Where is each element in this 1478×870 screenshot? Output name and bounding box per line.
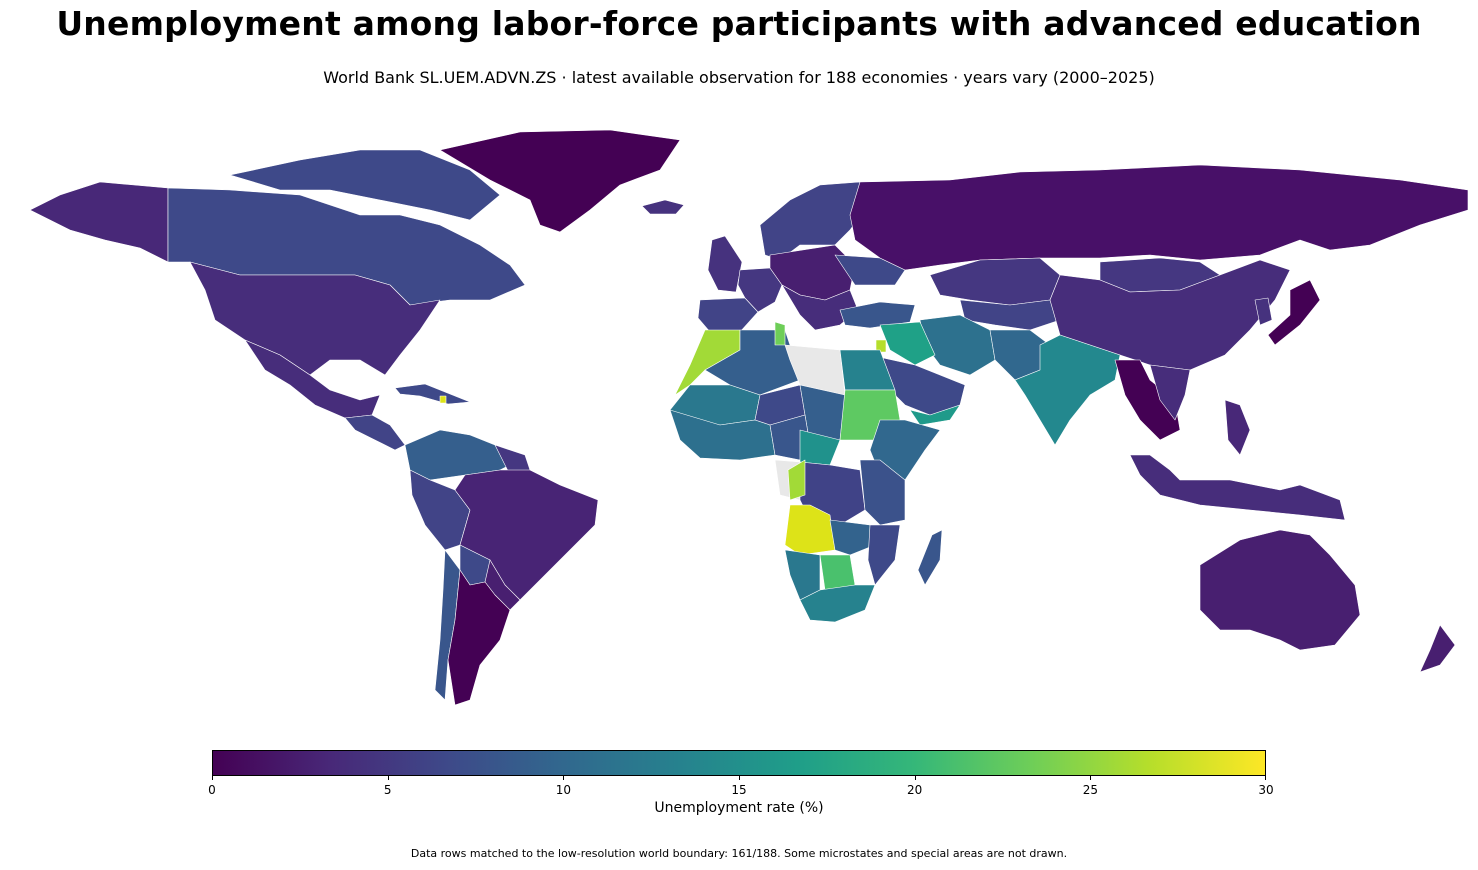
region-horn — [869, 419, 941, 481]
region-tunisia — [774, 321, 786, 346]
region-usa — [189, 261, 441, 376]
region-mexico — [244, 339, 381, 419]
region-yemen-oman — [909, 404, 961, 426]
colorbar-tick-label: 15 — [731, 783, 747, 797]
region-zambia — [829, 519, 876, 556]
colorbar-tick — [914, 775, 916, 780]
region-uk-ireland — [707, 235, 743, 293]
colorbar — [212, 750, 1266, 776]
region-south-africa — [799, 584, 876, 623]
region-philippines — [1224, 399, 1251, 456]
chart-subtitle: World Bank SL.UEM.ADVN.ZS · latest avail… — [323, 68, 1155, 87]
region-turkey — [839, 301, 916, 329]
colorbar-tick-label: 5 — [383, 783, 392, 797]
region-myanmar-thailand — [1114, 359, 1181, 441]
region-central-europe — [769, 244, 856, 301]
region-japan — [1267, 279, 1321, 346]
world-choropleth-map — [29, 129, 1469, 706]
region-iran — [919, 314, 996, 376]
colorbar-ticks: 0 5 10 15 20 25 30 — [208, 775, 1274, 805]
colorbar-tick — [563, 775, 565, 780]
colorbar-label: Unemployment rate (%) — [654, 800, 824, 816]
region-alaska — [29, 181, 169, 263]
region-new-zealand — [1419, 624, 1456, 673]
region-korea — [1254, 297, 1273, 326]
colorbar-tick — [1265, 775, 1266, 780]
region-ukraine — [834, 254, 906, 286]
region-mozambique — [867, 524, 901, 586]
region-canada-islands — [229, 149, 501, 221]
region-iberia — [697, 297, 759, 333]
colorbar-tick — [739, 775, 740, 780]
region-australia — [1199, 529, 1361, 651]
colorbar-tick-label: 20 — [907, 783, 923, 797]
colorbar-tick — [387, 775, 389, 780]
colorbar-tick-label: 30 — [1258, 783, 1274, 797]
colorbar-tick-label: 25 — [1082, 783, 1098, 797]
colorbar-tick-label: 10 — [555, 783, 571, 797]
colorbar-tick-label: 0 — [208, 783, 216, 797]
footnote: Data rows matched to the low-resolution … — [410, 847, 1068, 860]
chart-title: Unemployment among labor-force participa… — [56, 4, 1422, 43]
region-dominican-republic — [439, 395, 447, 404]
colorbar-tick — [1090, 775, 1092, 780]
region-argentina — [447, 569, 511, 706]
region-kazakhstan — [929, 257, 1061, 306]
region-malaysia-indonesia — [1129, 454, 1346, 521]
region-india — [1014, 334, 1121, 446]
region-egypt — [839, 349, 896, 391]
region-greenland — [439, 129, 681, 233]
region-botswana — [819, 554, 856, 591]
region-gabon — [787, 459, 806, 501]
region-caribbean — [394, 383, 471, 405]
region-central-america — [344, 414, 406, 451]
region-east-africa — [859, 459, 906, 526]
region-madagascar — [917, 529, 943, 586]
region-russia — [849, 164, 1469, 271]
region-iraq-syria — [879, 321, 936, 366]
region-iceland — [641, 199, 685, 215]
colorbar-tick — [212, 775, 213, 780]
region-vietnam-laos — [1149, 364, 1191, 421]
